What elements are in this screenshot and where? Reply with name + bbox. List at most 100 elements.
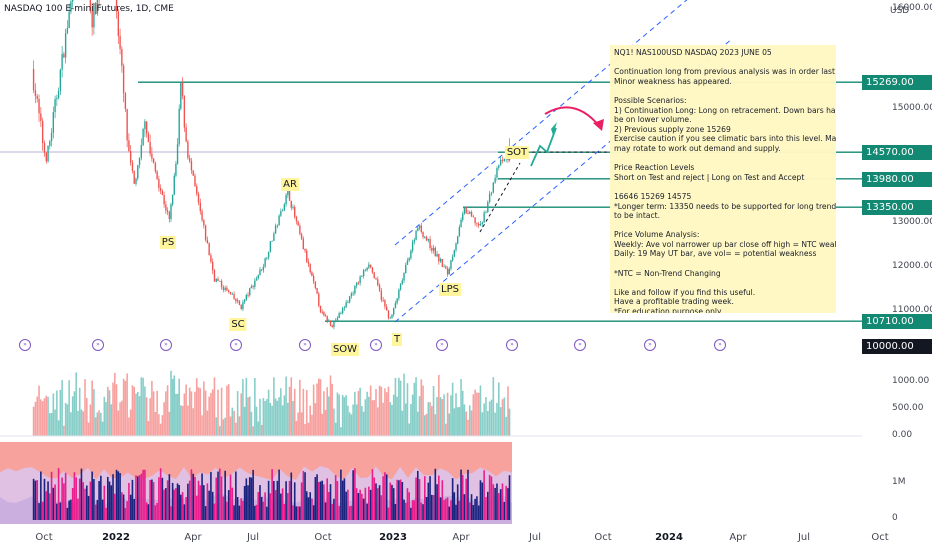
candle-body-250: [469, 212, 471, 214]
wyckoff-label-sot: SOT: [504, 146, 530, 159]
indicator-bar-229: [432, 495, 435, 520]
candle-body-50: [121, 48, 123, 66]
volume-bar-95: [199, 388, 202, 436]
event-icon-10[interactable]: »: [714, 339, 726, 351]
candle-body-117: [238, 300, 241, 305]
indicator-bar-192: [368, 486, 370, 520]
candle-body-222: [420, 225, 422, 232]
candle-body-70: [156, 171, 158, 180]
indicator-bar-195: [373, 477, 376, 520]
analysis-note[interactable]: NQ1! NAS100USD NASDAQ 2023 JUNE 05 Contin…: [610, 45, 836, 313]
indicator-bar-62: [142, 469, 144, 520]
indicator-bar-12: [54, 484, 56, 520]
event-icon-2[interactable]: »: [160, 339, 172, 351]
volume-bar-140: [278, 397, 280, 436]
candle-body-5: [41, 120, 44, 144]
volume-bar-223: [422, 385, 424, 436]
candle-body-166: [323, 312, 325, 316]
volume-bar-75: [165, 391, 167, 436]
indicator-bar-226: [427, 482, 430, 520]
indicator-bar-267: [499, 489, 502, 520]
event-icon-1[interactable]: »: [92, 339, 104, 351]
candle-body-251: [470, 212, 473, 217]
indicator-bar-261: [488, 474, 491, 520]
indicator-bar-115: [235, 471, 237, 520]
volume-bar-130: [260, 424, 263, 436]
note-line-4: [614, 86, 832, 96]
note-line-9: Exercise caution if you see climatic bar…: [614, 134, 836, 144]
indicator-bar-212: [403, 499, 405, 520]
volume-bar-217: [411, 394, 414, 436]
indicator-bar-201: [384, 472, 386, 520]
candle-body-253: [474, 217, 476, 224]
candle-body-104: [215, 278, 217, 282]
indicator-pane[interactable]: [0, 442, 862, 530]
indicator-bar-180: [347, 489, 349, 520]
indicator-bar-209: [398, 480, 400, 520]
candle-body-219: [415, 230, 417, 240]
indicator-bar-179: [345, 491, 347, 520]
volume-bar-178: [343, 397, 346, 436]
candle-body-196: [375, 278, 377, 280]
event-icon-4[interactable]: »: [299, 339, 311, 351]
indicator-bar-25: [77, 498, 79, 520]
note-line-14: [614, 182, 832, 192]
indicator-bar-120: [243, 485, 246, 520]
volume-bar-238: [448, 413, 451, 436]
indicator-bar-190: [364, 487, 367, 520]
volume-bar-225: [425, 413, 428, 436]
volume-bar-220: [416, 411, 419, 436]
event-icon-5[interactable]: »: [370, 339, 382, 351]
indicator-bar-205: [391, 484, 393, 520]
volume-bar-259: [485, 397, 487, 436]
event-icon-9[interactable]: »: [644, 339, 656, 351]
event-icon-8[interactable]: »: [574, 339, 586, 351]
candle-body-153: [300, 234, 303, 239]
volume-bar-163: [317, 378, 320, 436]
price-tick-2: 13000.00: [892, 217, 932, 227]
volume-bar-153: [300, 412, 303, 436]
volume-bar-98: [204, 390, 207, 436]
candle-body-151: [297, 221, 299, 226]
volume-bar-18: [64, 402, 67, 436]
indicator-bar-262: [490, 476, 493, 520]
volume-bar-34: [93, 389, 95, 436]
volume-bar-42: [106, 386, 109, 436]
indicator-bar-255: [477, 505, 480, 520]
candle-body-231: [436, 253, 438, 257]
indicator-bar-150: [295, 506, 298, 520]
volume-bar-10: [50, 413, 53, 436]
indicator-bar-111: [227, 490, 230, 520]
indicator-bar-82: [176, 483, 179, 520]
event-icon-7[interactable]: »: [506, 339, 518, 351]
volume-bar-111: [227, 384, 230, 436]
candle-body-249: [467, 212, 469, 214]
volume-pane[interactable]: [0, 362, 862, 442]
indicator-bar-193: [369, 489, 372, 520]
volume-bar-38: [100, 412, 102, 436]
note-line-18: [614, 221, 832, 231]
event-icon-6[interactable]: »: [436, 339, 448, 351]
indicator-bar-96: [201, 473, 203, 520]
candle-body-146: [288, 189, 291, 201]
candle-body-159: [311, 271, 313, 276]
indicator-bar-228: [431, 494, 433, 520]
indicator-bar-153: [300, 482, 303, 520]
candle-body-64: [145, 121, 148, 134]
candle-body-138: [274, 225, 277, 234]
candle-body-252: [472, 216, 475, 218]
event-icon-0[interactable]: »: [19, 339, 31, 351]
candle-body-171: [331, 325, 333, 328]
indicator-bar-13: [56, 503, 58, 520]
indicator-bar-208: [396, 479, 398, 520]
volume-bar-0: [32, 406, 35, 436]
level-tag-9: 10000.00: [862, 339, 932, 354]
candle-body-263: [492, 182, 495, 193]
volume-bar-141: [280, 388, 282, 436]
candle-body-77: [168, 212, 171, 220]
indicator-bar-156: [305, 491, 308, 520]
volume-bar-120: [243, 406, 246, 436]
event-icon-3[interactable]: »: [230, 339, 242, 351]
wyckoff-label-ps: PS: [159, 236, 177, 249]
